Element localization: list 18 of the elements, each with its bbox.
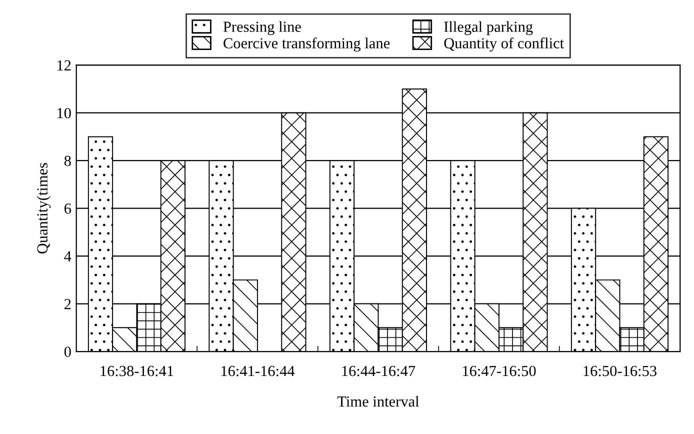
y-tick-label: 4	[64, 251, 72, 262]
y-tick-label: 12	[58, 60, 71, 70]
x-axis-title: Time interval	[337, 396, 420, 407]
x-tick-label: 16:50-16:53	[584, 366, 656, 376]
x-tick-label: 16:47-16:50	[462, 366, 536, 376]
y-tick-label: 2	[64, 298, 71, 310]
x-tick-label: 16:41-16:44	[221, 366, 295, 376]
x-tick-label: 16:38-16:41	[100, 366, 174, 376]
legend-label: Illegal parking	[444, 21, 533, 36]
y-axis-title: Quantity(times	[36, 163, 51, 254]
y-tick-label: 8	[64, 156, 71, 166]
legend-label: Quantity of conflict	[444, 37, 564, 52]
x-tick-label: 16:44-16:47	[342, 366, 416, 376]
legend-label: Pressing line	[223, 21, 301, 36]
y-tick-label: 6	[64, 204, 72, 214]
y-tick-label: 0	[64, 346, 71, 357]
legend-label: Coercive transforming lane	[224, 37, 390, 52]
y-tick-label: 10	[58, 108, 71, 118]
